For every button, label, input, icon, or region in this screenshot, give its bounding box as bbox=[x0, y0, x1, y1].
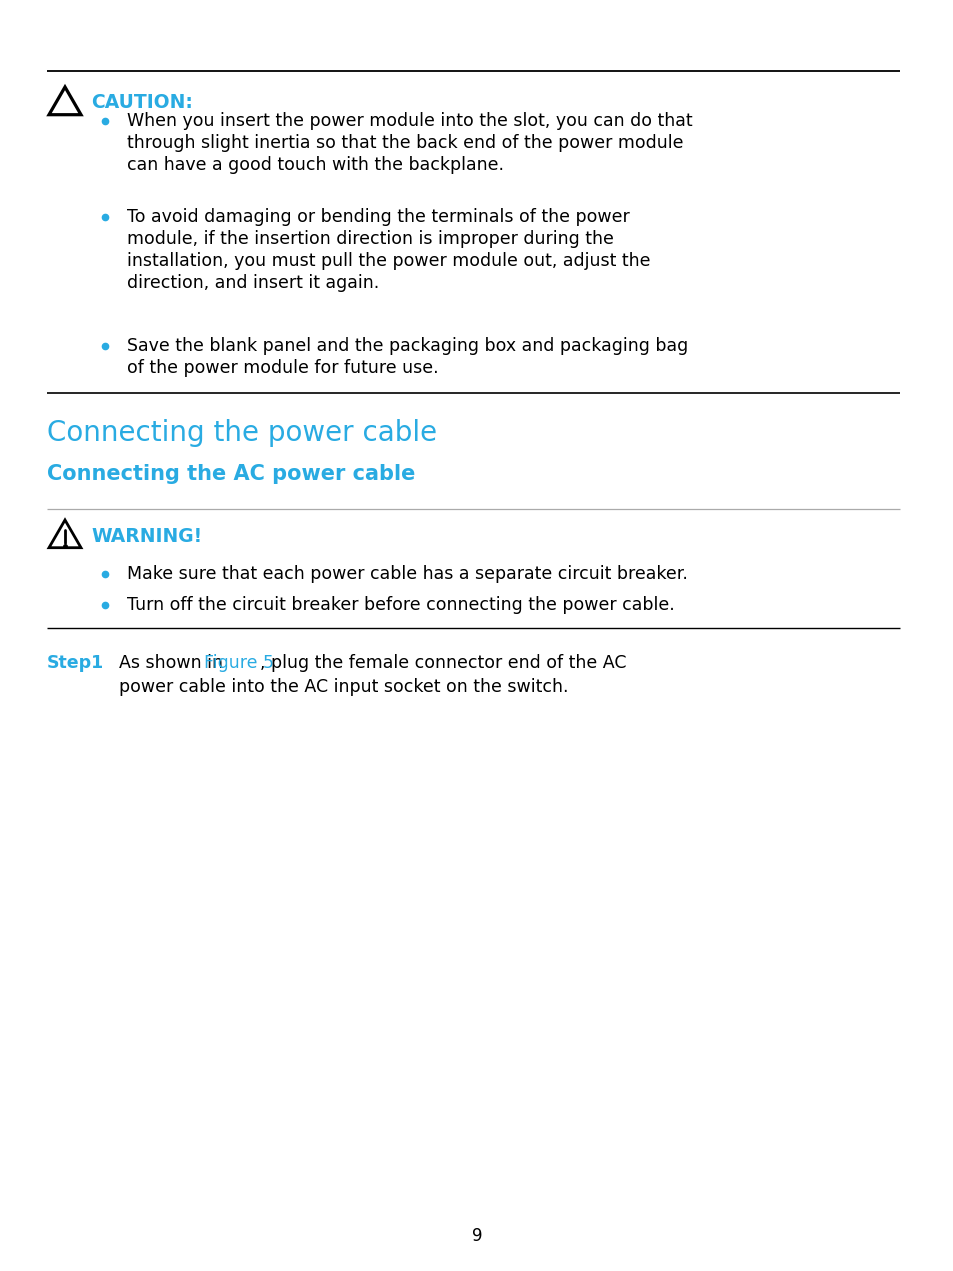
Text: Make sure that each power cable has a separate circuit breaker.: Make sure that each power cable has a se… bbox=[127, 566, 687, 583]
Text: Connecting the power cable: Connecting the power cable bbox=[47, 419, 436, 447]
Text: CAUTION:: CAUTION: bbox=[91, 94, 193, 113]
Text: WARNING!: WARNING! bbox=[91, 526, 202, 545]
Text: Figure 5: Figure 5 bbox=[203, 655, 274, 672]
Text: , plug the female connector end of the AC: , plug the female connector end of the A… bbox=[260, 655, 626, 672]
Text: Step1: Step1 bbox=[47, 655, 104, 672]
Text: As shown in: As shown in bbox=[119, 655, 229, 672]
Text: To avoid damaging or bending the terminals of the power: To avoid damaging or bending the termina… bbox=[127, 208, 629, 226]
Text: 9: 9 bbox=[471, 1227, 482, 1246]
Text: through slight inertia so that the back end of the power module: through slight inertia so that the back … bbox=[127, 133, 682, 153]
Text: Save the blank panel and the packaging box and packaging bag: Save the blank panel and the packaging b… bbox=[127, 337, 687, 355]
Text: Connecting the AC power cable: Connecting the AC power cable bbox=[47, 464, 415, 484]
Text: Turn off the circuit breaker before connecting the power cable.: Turn off the circuit breaker before conn… bbox=[127, 596, 674, 614]
Text: can have a good touch with the backplane.: can have a good touch with the backplane… bbox=[127, 156, 503, 174]
Text: When you insert the power module into the slot, you can do that: When you insert the power module into th… bbox=[127, 112, 692, 130]
Text: power cable into the AC input socket on the switch.: power cable into the AC input socket on … bbox=[119, 677, 568, 697]
Text: module, if the insertion direction is improper during the: module, if the insertion direction is im… bbox=[127, 230, 613, 248]
Text: of the power module for future use.: of the power module for future use. bbox=[127, 358, 438, 377]
Text: installation, you must pull the power module out, adjust the: installation, you must pull the power mo… bbox=[127, 252, 650, 269]
Text: direction, and insert it again.: direction, and insert it again. bbox=[127, 275, 379, 292]
